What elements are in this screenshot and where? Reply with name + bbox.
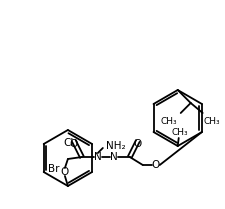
Text: N: N	[94, 152, 102, 162]
Text: O: O	[61, 167, 69, 177]
Text: O: O	[152, 160, 160, 170]
Text: CH₃: CH₃	[160, 117, 177, 126]
Text: O: O	[134, 139, 142, 149]
Text: CH₃: CH₃	[204, 117, 220, 126]
Text: NH₂: NH₂	[106, 141, 126, 151]
Text: CH₃: CH₃	[171, 128, 188, 137]
Text: Cl: Cl	[63, 138, 73, 148]
Text: O: O	[70, 139, 78, 149]
Text: Br: Br	[48, 164, 59, 174]
Text: N: N	[110, 152, 118, 162]
